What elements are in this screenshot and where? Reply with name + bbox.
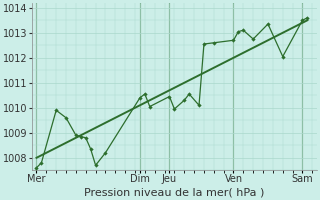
X-axis label: Pression niveau de la mer( hPa ): Pression niveau de la mer( hPa ) (84, 187, 265, 197)
